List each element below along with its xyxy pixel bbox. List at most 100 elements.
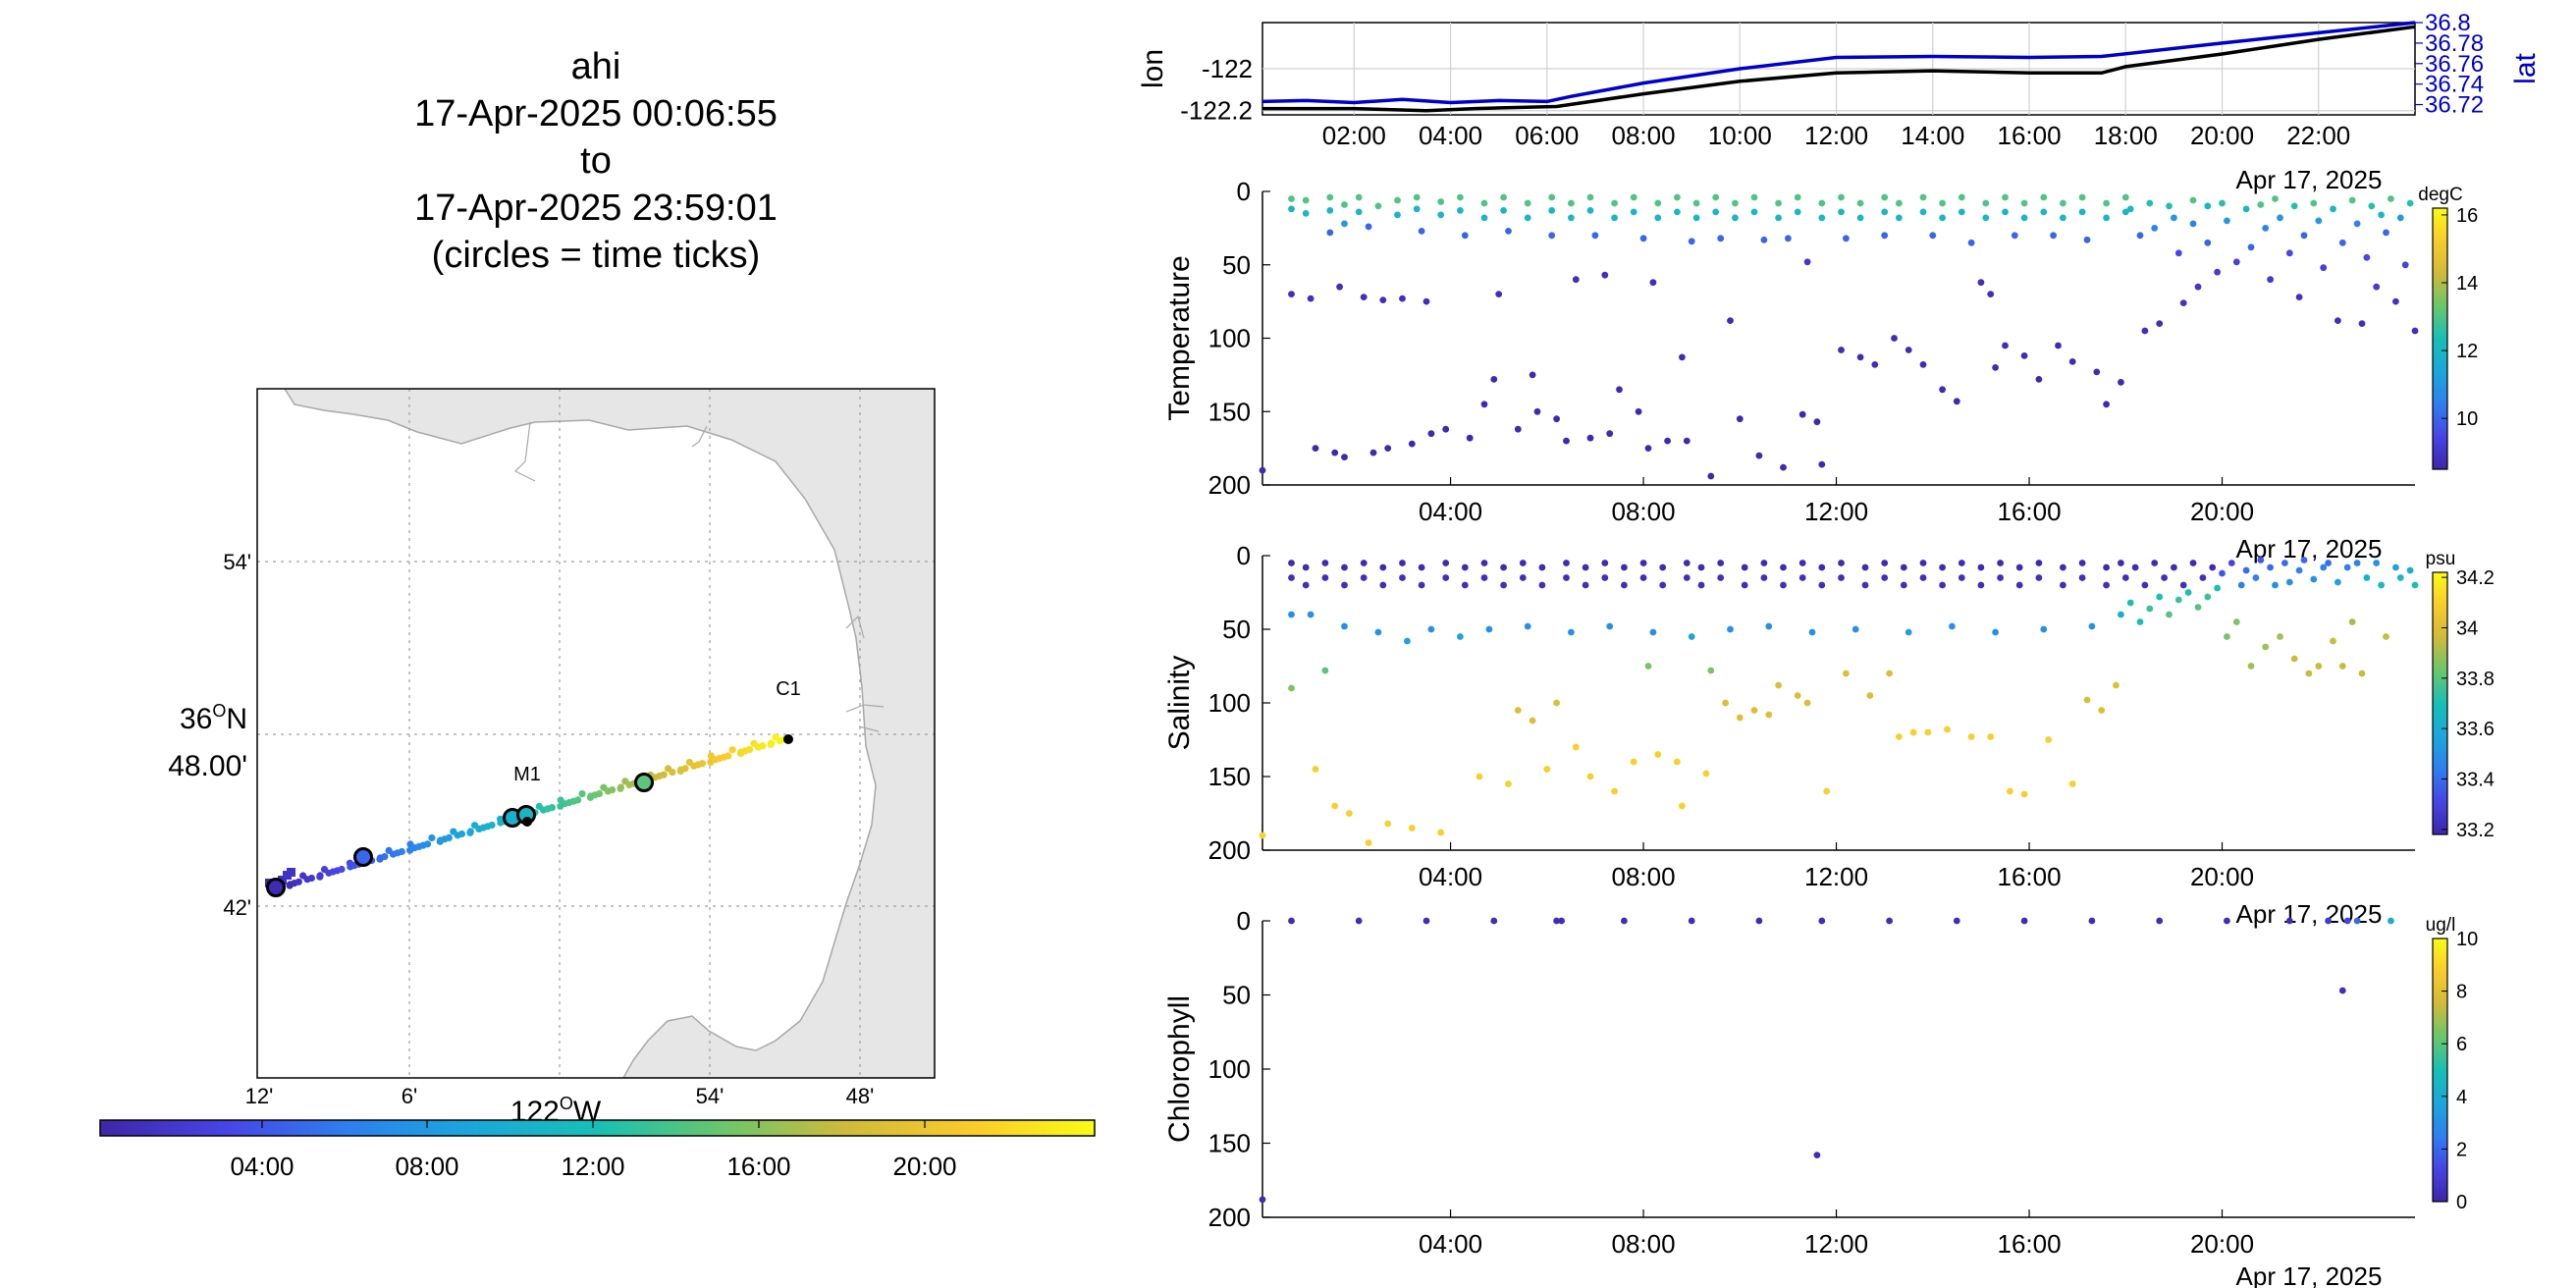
salinity-point — [1568, 628, 1575, 636]
chlorophyll-point — [2388, 917, 2394, 925]
chlorophyll-point — [1558, 917, 1565, 925]
salinity-point — [1919, 560, 1927, 566]
temperature-point — [1442, 425, 1450, 433]
salinity-point — [1702, 770, 1710, 778]
salinity-point — [1485, 625, 1493, 633]
salinity-point — [2060, 581, 2066, 589]
temperature-point — [1635, 407, 1642, 415]
temperature-point — [1838, 193, 1845, 201]
position-right-tick-label: 36.72 — [2425, 92, 2484, 119]
salinity-point — [1780, 581, 1787, 589]
position-left-tick-label: -122 — [1202, 54, 1253, 83]
temperature-point — [1355, 208, 1363, 216]
temperature-cbar-tick-label: 14 — [2456, 273, 2478, 295]
salinity-point — [1321, 560, 1329, 566]
temperature-point — [1302, 196, 1310, 204]
salinity-point — [2334, 578, 2341, 586]
salinity-point — [2219, 569, 2226, 577]
salinity-point — [1881, 574, 1889, 581]
salinity-point — [2262, 643, 2270, 651]
chlorophyll-point — [2088, 917, 2096, 925]
salinity-point — [1519, 574, 1527, 581]
temperature-point — [1688, 238, 1695, 245]
temperature-point — [2373, 283, 2381, 291]
temperature-point — [1606, 430, 1614, 438]
temperature-point — [1780, 463, 1787, 471]
salinity-point — [1900, 581, 1907, 589]
temperature-point — [2060, 199, 2066, 207]
salinity-point — [1404, 637, 1411, 645]
salinity-cbar-tick-label: 33.2 — [2456, 820, 2495, 841]
salinity-point — [1688, 633, 1695, 640]
salinity-point — [1379, 581, 1387, 589]
temperature-point — [1586, 207, 1594, 214]
map-lon-label-6: 6' — [402, 1084, 417, 1108]
salinity-point — [2040, 625, 2048, 633]
salinity-point — [1379, 564, 1387, 571]
salinity-point — [1866, 692, 1874, 699]
temperature-cbar-tick-label: 12 — [2456, 341, 2478, 362]
salinity-point — [1437, 829, 1445, 836]
temperature-point — [2334, 317, 2341, 324]
chlorophyll-units-label: ug/l — [2426, 915, 2456, 936]
chlorophyll-cbar-tick-label: 6 — [2456, 1034, 2467, 1055]
salinity-point — [2020, 790, 2028, 798]
salinity-point — [1679, 802, 1686, 810]
salinity-point — [2320, 564, 2328, 571]
temperature-point — [1856, 353, 1864, 361]
salinity-point — [1977, 581, 1985, 589]
salinity-point — [1399, 574, 1406, 581]
salinity-point — [2035, 560, 2043, 566]
temperature-point — [1674, 193, 1681, 201]
temperature-point — [2035, 376, 2043, 383]
temperature-point — [1418, 228, 1425, 235]
temperature-point — [2055, 342, 2062, 349]
chlorophyll-point — [2156, 917, 2164, 925]
chlorophyll-point — [1886, 917, 1893, 925]
salinity-point — [1611, 787, 1618, 795]
salinity-point — [2305, 670, 2313, 677]
time-colorbar-ticks — [261, 1120, 926, 1128]
salinity-point — [2209, 564, 2217, 571]
salinity-cbar-tick-label: 33.8 — [2456, 669, 2495, 690]
temperature-point — [1843, 235, 1850, 242]
temperature-point — [2310, 199, 2318, 207]
temperature-point — [2002, 342, 2009, 349]
salinity-point — [2373, 560, 2381, 566]
temperature-x-tick-label: 04:00 — [1419, 497, 1482, 526]
temperature-point — [1794, 193, 1801, 201]
temperature-point — [1838, 347, 1845, 353]
salinity-y-tick-label: 150 — [1208, 762, 1251, 791]
salinity-point — [2310, 575, 2318, 583]
map-lat-label-54: 54' — [223, 550, 251, 574]
temperature-point — [2348, 196, 2356, 204]
salinity-point — [1818, 564, 1826, 571]
salinity-point — [1992, 628, 1999, 636]
track-point — [338, 865, 346, 874]
salinity-point — [1919, 574, 1927, 581]
salinity-point — [1843, 670, 1850, 677]
temperature-point — [1326, 193, 1334, 201]
temperature-point — [1408, 440, 1416, 448]
salinity-point — [1644, 663, 1652, 670]
title-line-2: 17-Apr-2025 00:06:55 — [414, 93, 778, 134]
salinity-point — [2204, 593, 2212, 601]
salinity-point — [1553, 699, 1560, 707]
chlorophyll-colorbar — [2432, 938, 2448, 1203]
temperature-point — [2277, 214, 2283, 222]
salinity-point — [2113, 681, 2120, 689]
salinity-ylabel: Salinity — [1163, 656, 1196, 751]
position-x-tick-label: 04:00 — [1419, 121, 1482, 150]
salinity-point — [2406, 566, 2414, 574]
temperature-cbar-tick-label: 16 — [2456, 205, 2478, 227]
temperature-point — [2330, 205, 2336, 213]
temperature-point — [1611, 214, 1618, 222]
salinity-point — [2088, 622, 2096, 630]
temperature-point — [1563, 437, 1570, 445]
temperature-point — [1601, 271, 1609, 279]
chlorophyll-cbar-tick-label: 0 — [2456, 1192, 2467, 1213]
salinity-point — [1500, 581, 1507, 589]
temperature-point — [1548, 232, 1556, 240]
temperature-x-tick-label: 20:00 — [2190, 497, 2254, 526]
salinity-cbar-tick-label: 33.4 — [2456, 770, 2495, 791]
